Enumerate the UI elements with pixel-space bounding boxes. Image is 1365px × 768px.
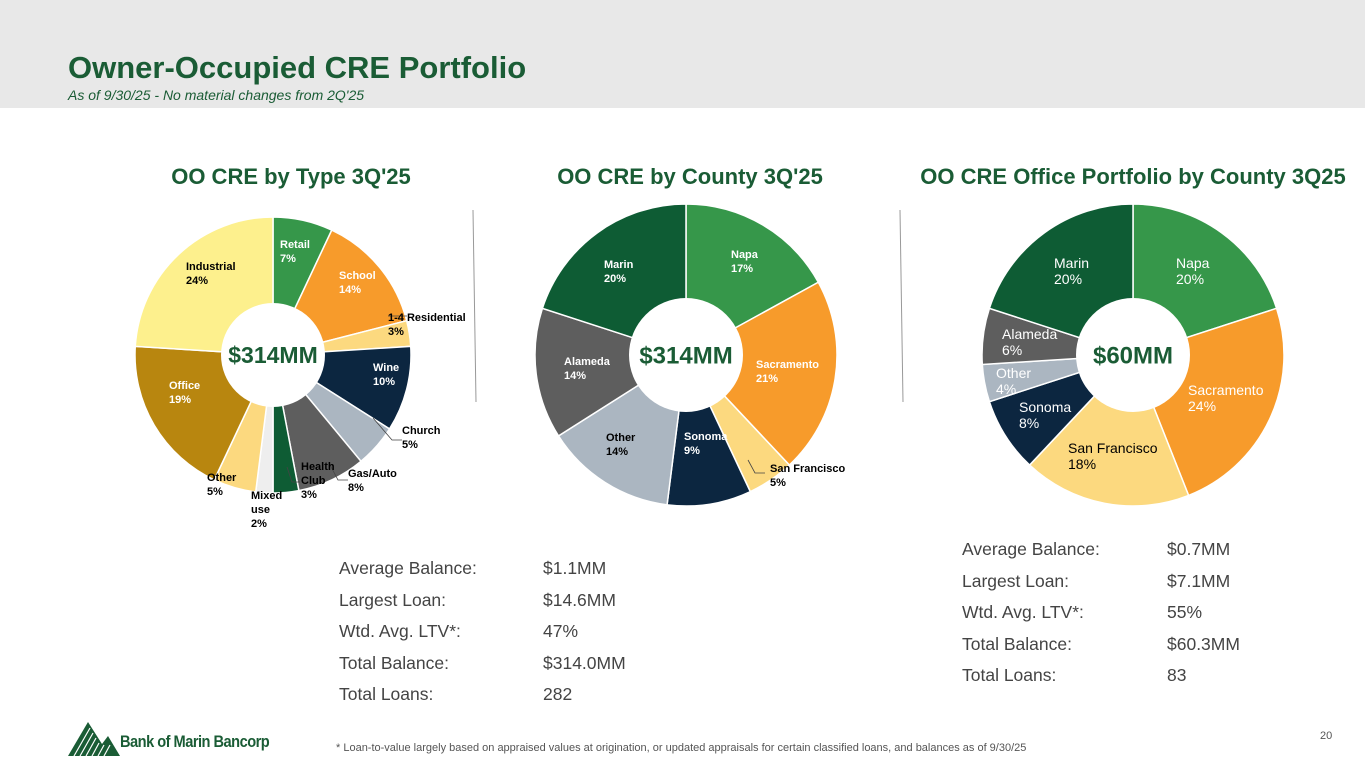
pie-label-industrial: Industrial 24% [186, 261, 236, 287]
pie-slice-san-francisco [1028, 353, 1190, 507]
stat-label: Average Balance: [962, 539, 1100, 559]
pie-label-san-francisco: San Francisco 18% [1068, 440, 1158, 472]
bank-logo: Bank of Marin Bancorp [68, 718, 288, 758]
pie-label-san-francisco: San Francisco 5% [770, 463, 845, 489]
stats-left-panel: Average Balance: $1.1MM Largest Loan: $14.6… [339, 558, 679, 716]
stat-value: 282 [543, 684, 573, 705]
logo-text: Bank of Marin Bancorp [120, 732, 270, 751]
chart-title-office: OO CRE Office Portfolio by County 3Q25 [920, 164, 1346, 189]
page-title: Owner-Occupied CRE Portfolio [68, 50, 527, 85]
pie-label-alameda: Alameda 14% [564, 356, 611, 382]
stat-label: Total Balance: [962, 633, 1072, 654]
stat-value: $14.6MM [543, 589, 616, 610]
pie-center-label: $60MM [1093, 342, 1173, 369]
stat-row: Average Balance: $0.7MM [962, 539, 1302, 571]
stat-value: 55% [1167, 602, 1203, 623]
stat-row: Wtd. Avg. LTV*: 47% [339, 621, 679, 653]
stat-row: Total Balance: $60.3MM [962, 634, 1302, 666]
leader-line [747, 459, 765, 474]
footnote: * Loan-to-value largely based on apprais… [336, 742, 1027, 754]
page-number: 20 [1320, 730, 1333, 742]
pie-label-office: Office 19% [169, 380, 200, 406]
pie-label-gas-auto: Gas/Auto 8% [348, 468, 397, 494]
logo-mountains-icon [68, 722, 120, 757]
stat-row: Wtd. Avg. LTV*: 55% [962, 602, 1302, 634]
stat-label: Average Balance: [339, 558, 477, 578]
pie-label-wine: Wine 10% [373, 362, 399, 388]
stat-label: Largest Loan: [962, 570, 1070, 591]
pie-label-other: Other 4% [996, 365, 1031, 397]
stat-label: Total Balance: [339, 652, 449, 673]
pie-label-church: Church 5% [402, 425, 441, 451]
chart-title-county: OO CRE by County 3Q'25 [557, 164, 823, 189]
stat-label: Wtd. Avg. LTV*: [962, 602, 1084, 623]
pie-center-label: $314MM [228, 342, 317, 368]
stats-right-panel: Average Balance: $0.7MM Largest Loan: $7.1M… [962, 539, 1302, 697]
stat-value: $1.1MM [543, 558, 607, 578]
stat-value: $7.1MM [1167, 570, 1231, 591]
pie-label-school: School 14% [339, 270, 376, 296]
divider-line-1 [472, 209, 477, 403]
pie-label-retail: Retail 7% [280, 239, 310, 265]
stat-label: Total Loans: [962, 665, 1057, 686]
page-subtitle: As of 9/30/25 - No material changes from… [68, 87, 365, 103]
pie-chart-2: $314MM Napa 17% Sacramento 21% San Francisco 5… [534, 203, 845, 507]
stat-label: Total Loans: [339, 684, 434, 705]
pie-label-1-4-residential: 1-4 Residential 3% [388, 312, 466, 338]
leader-line [286, 466, 300, 483]
pie-label-health-club: Health Club 3% [301, 461, 335, 501]
donut-hole [221, 303, 325, 407]
stat-value: 83 [1167, 665, 1187, 686]
stat-value: $60.3MM [1167, 633, 1240, 654]
pie-chart-1: $314MM Retail 7% School 14% 1-4 Residential 3%… [134, 216, 466, 530]
pie-chart-3: $60MM Napa 20% Sacramento 24% San Francisco 18… [981, 203, 1285, 507]
donut-hole [629, 298, 743, 412]
stat-label: Largest Loan: [339, 589, 447, 610]
pie-label-sonoma: Sonoma 9% [684, 431, 728, 457]
pie-label-other: Other 5% [207, 472, 237, 498]
pie-label-marin: Marin 20% [604, 259, 634, 285]
stat-row: Total Loans: 282 [339, 684, 679, 716]
stat-row: Average Balance: $1.1MM [339, 558, 679, 590]
pie-label-sonoma: Sonoma 8% [1019, 399, 1071, 431]
chart-title-type: OO CRE by Type 3Q'25 [171, 164, 411, 189]
pie-label-marin: Marin 20% [1054, 255, 1089, 287]
pie-label-sacramento: Sacramento 21% [756, 359, 819, 385]
stat-value: 47% [543, 621, 579, 642]
pie-slice-alameda [534, 307, 688, 437]
stat-row: Largest Loan: $7.1MM [962, 571, 1302, 603]
stat-label: Wtd. Avg. LTV*: [339, 621, 461, 642]
pie-label-mixed-use: Mixed use 2% [251, 490, 282, 530]
stat-row: Total Loans: 83 [962, 665, 1302, 697]
pie-label-sacramento: Sacramento 24% [1188, 382, 1264, 414]
stat-value: $314.0MM [543, 652, 626, 673]
stat-row: Largest Loan: $14.6MM [339, 590, 679, 622]
header-band [0, 0, 1365, 108]
pie-label-other: Other 14% [606, 432, 636, 458]
stat-value: $0.7MM [1167, 539, 1231, 559]
pie-label-napa: Napa 17% [731, 249, 759, 275]
divider-line-2 [899, 209, 904, 403]
pie-center-label: $314MM [639, 342, 732, 369]
pie-label-napa: Napa 20% [1176, 255, 1210, 287]
pie-slice-sacramento [684, 281, 838, 467]
stat-row: Total Balance: $314.0MM [339, 653, 679, 685]
leader-line [372, 417, 402, 441]
leader-line [328, 462, 348, 481]
pie-label-alameda: Alameda 6% [1002, 326, 1057, 358]
donut-hole [1076, 298, 1190, 412]
